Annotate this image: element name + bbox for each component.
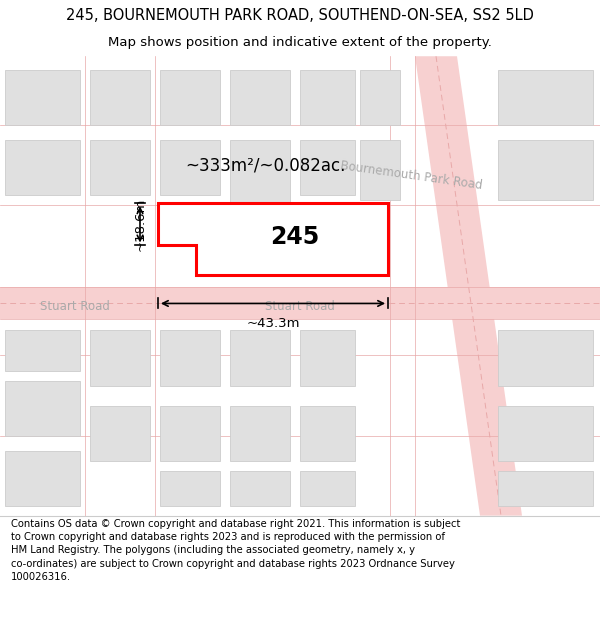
Bar xyxy=(5,141,80,196)
Bar xyxy=(300,471,355,506)
Bar xyxy=(498,70,593,125)
Bar xyxy=(5,70,80,125)
Bar xyxy=(160,141,220,196)
Bar xyxy=(5,451,80,506)
Bar xyxy=(498,406,593,461)
Bar xyxy=(160,471,220,506)
Bar xyxy=(230,406,290,461)
Bar xyxy=(360,141,400,201)
Text: Map shows position and indicative extent of the property.: Map shows position and indicative extent… xyxy=(108,36,492,49)
Bar xyxy=(230,141,290,206)
Bar xyxy=(498,471,593,506)
Bar xyxy=(498,141,593,201)
Bar xyxy=(498,331,593,386)
Bar xyxy=(230,471,290,506)
Bar xyxy=(230,70,290,125)
Polygon shape xyxy=(415,56,522,516)
Bar xyxy=(360,70,400,125)
Bar xyxy=(300,141,355,196)
Text: Stuart Road: Stuart Road xyxy=(40,300,110,313)
Text: 245: 245 xyxy=(271,226,320,249)
Bar xyxy=(160,70,220,125)
Bar xyxy=(300,331,355,386)
Bar xyxy=(90,70,150,125)
Bar xyxy=(300,70,355,125)
Bar xyxy=(160,331,220,386)
Bar xyxy=(160,406,220,461)
Bar xyxy=(90,406,150,461)
Bar xyxy=(0,288,600,319)
Text: Stuart Road: Stuart Road xyxy=(265,300,335,313)
Text: 245, BOURNEMOUTH PARK ROAD, SOUTHEND-ON-SEA, SS2 5LD: 245, BOURNEMOUTH PARK ROAD, SOUTHEND-ON-… xyxy=(66,8,534,23)
Text: Contains OS data © Crown copyright and database right 2021. This information is : Contains OS data © Crown copyright and d… xyxy=(11,519,460,582)
Bar xyxy=(300,406,355,461)
Bar xyxy=(90,331,150,386)
Text: ~333m²/~0.082ac.: ~333m²/~0.082ac. xyxy=(185,156,345,174)
Text: ~18.6m: ~18.6m xyxy=(133,198,146,251)
Polygon shape xyxy=(158,203,388,276)
Bar xyxy=(90,141,150,196)
Bar xyxy=(5,331,80,371)
Bar xyxy=(5,381,80,436)
Text: ~43.3m: ~43.3m xyxy=(246,318,300,331)
Bar xyxy=(230,331,290,386)
Text: Bournemouth Park Road: Bournemouth Park Road xyxy=(339,159,483,192)
